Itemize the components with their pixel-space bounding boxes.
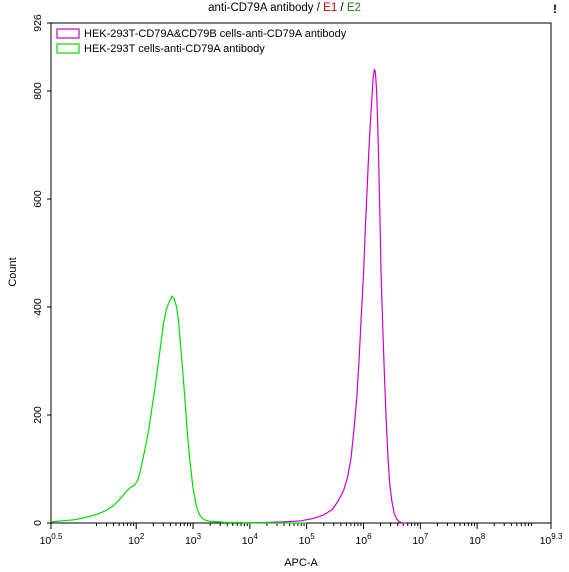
x-tick-label: 103 xyxy=(185,532,202,547)
y-tick-label: 800 xyxy=(32,82,44,100)
y-axis-title: Count xyxy=(7,257,19,286)
y-tick-label: 926 xyxy=(32,14,44,32)
legend-label-2: HEK-293T cells-anti-CD79A antibody xyxy=(84,43,265,55)
legend: HEK-293T-CD79A&CD79B cells-anti-CD79A an… xyxy=(56,28,347,55)
title-separator-1: / xyxy=(313,2,324,14)
series-line-1 xyxy=(244,68,407,524)
y-tick-label: 600 xyxy=(32,190,44,208)
chart-title: anti-CD79A antibody xyxy=(208,2,314,14)
chart-title-line: anti-CD79A antibody / E1 / E2 xyxy=(0,2,569,14)
legend-swatch-2 xyxy=(56,43,80,54)
x-tick-label: 107 xyxy=(412,532,429,547)
x-tick-label: 108 xyxy=(469,532,486,547)
x-tick-label: 109.3 xyxy=(540,532,563,547)
series-line-2 xyxy=(50,295,307,524)
x-tick-label: 106 xyxy=(355,532,372,547)
x-tick-label: 104 xyxy=(242,532,259,547)
x-tick-label: 105 xyxy=(299,532,316,547)
gate-label-e2: E2 xyxy=(346,2,361,14)
y-tick-label: 0 xyxy=(32,520,44,526)
series-group xyxy=(50,68,407,524)
warning-mark: ! xyxy=(553,2,557,16)
x-axis-title: APC-A xyxy=(284,557,318,569)
legend-swatch-1 xyxy=(56,28,80,39)
plot-frame xyxy=(50,22,552,524)
legend-label-1: HEK-293T-CD79A&CD79B cells-anti-CD79A an… xyxy=(84,28,347,40)
title-separator-2: / xyxy=(337,2,347,14)
x-tick-label: 100.5 xyxy=(40,532,63,547)
y-tick-label: 400 xyxy=(32,298,44,316)
x-axis: 100.5 102 103 104 105 106 107 108 109.3 xyxy=(40,523,563,547)
x-tick-label: 102 xyxy=(128,532,145,547)
y-tick-label: 200 xyxy=(32,406,44,424)
y-axis: 0 200 400 600 800 926 xyxy=(32,14,51,526)
gate-label-e1: E1 xyxy=(323,2,338,14)
